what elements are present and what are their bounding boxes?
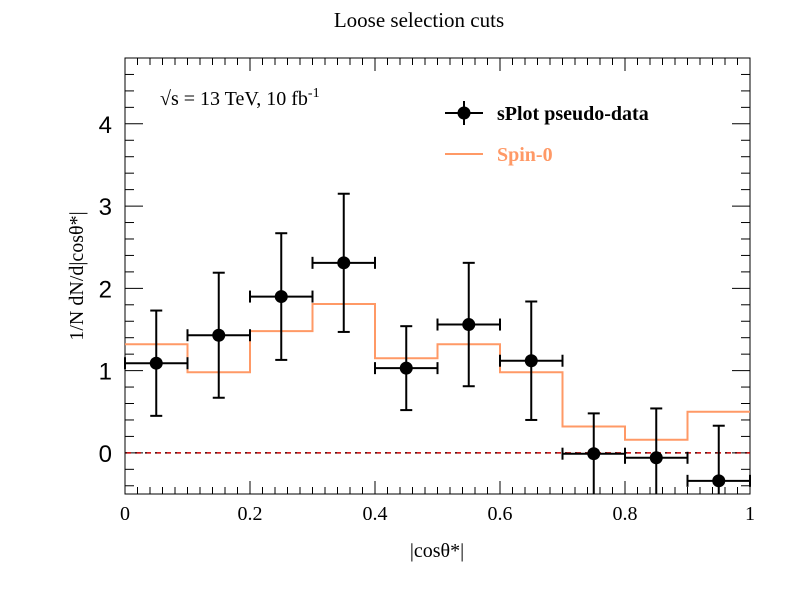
- x-axis-ticks: [124, 58, 751, 494]
- x-axis-label: |cosθ*|: [410, 540, 464, 562]
- legend-spin0-label: Spin-0: [497, 144, 553, 166]
- chart-title: Loose selection cuts: [334, 8, 504, 32]
- x-tick-label: 0.6: [488, 503, 513, 525]
- data-point: [587, 447, 601, 461]
- pseudo-data-points: [124, 192, 751, 494]
- y-axis-ticks: [125, 57, 750, 487]
- data-point-group: [499, 300, 564, 421]
- data-point: [149, 356, 163, 370]
- y-tick-label: 2: [99, 276, 112, 303]
- x-tick-label: 0.8: [613, 503, 638, 525]
- x-axis-tick-labels: 0 0.2 0.4 0.6 0.8 1: [120, 503, 755, 525]
- y-tick-label: 4: [99, 112, 112, 139]
- data-point: [649, 451, 663, 465]
- legend-data-label: sPlot pseudo-data: [497, 103, 649, 125]
- legend-data-marker: [457, 106, 471, 120]
- data-point-group: [624, 407, 689, 494]
- annotation-superscript: -1: [308, 86, 320, 101]
- data-point-group: [124, 309, 189, 417]
- y-tick-label: 1: [99, 359, 112, 386]
- x-tick-label: 0.4: [363, 503, 388, 525]
- data-point-group: [436, 261, 501, 388]
- energy-luminosity-annotation: √s = 13 TeV, 10 fb-1: [160, 86, 320, 110]
- data-point-group: [249, 232, 314, 361]
- data-point-group: [186, 271, 251, 399]
- x-tick-label: 0: [120, 503, 130, 525]
- data-point: [712, 474, 726, 488]
- y-axis-tick-labels: 0 1 2 3 4: [99, 112, 112, 468]
- data-point-group: [686, 424, 751, 494]
- data-point-group: [311, 192, 376, 333]
- x-tick-label: 0.2: [238, 503, 263, 525]
- data-point: [212, 328, 226, 342]
- data-point: [524, 354, 538, 368]
- data-point: [462, 318, 476, 332]
- data-point: [274, 290, 288, 304]
- y-tick-label: 0: [99, 441, 112, 468]
- y-axis-label: 1/N dN/d|cosθ*|: [66, 211, 88, 340]
- x-tick-label: 1: [745, 503, 755, 525]
- y-tick-label: 3: [99, 194, 112, 221]
- data-point: [337, 256, 351, 270]
- legend: sPlot pseudo-data Spin-0: [445, 101, 649, 166]
- data-point: [399, 361, 413, 375]
- data-point-group: [374, 325, 439, 412]
- spin0-histogram-line: [125, 302, 750, 441]
- data-point-group: [561, 412, 626, 494]
